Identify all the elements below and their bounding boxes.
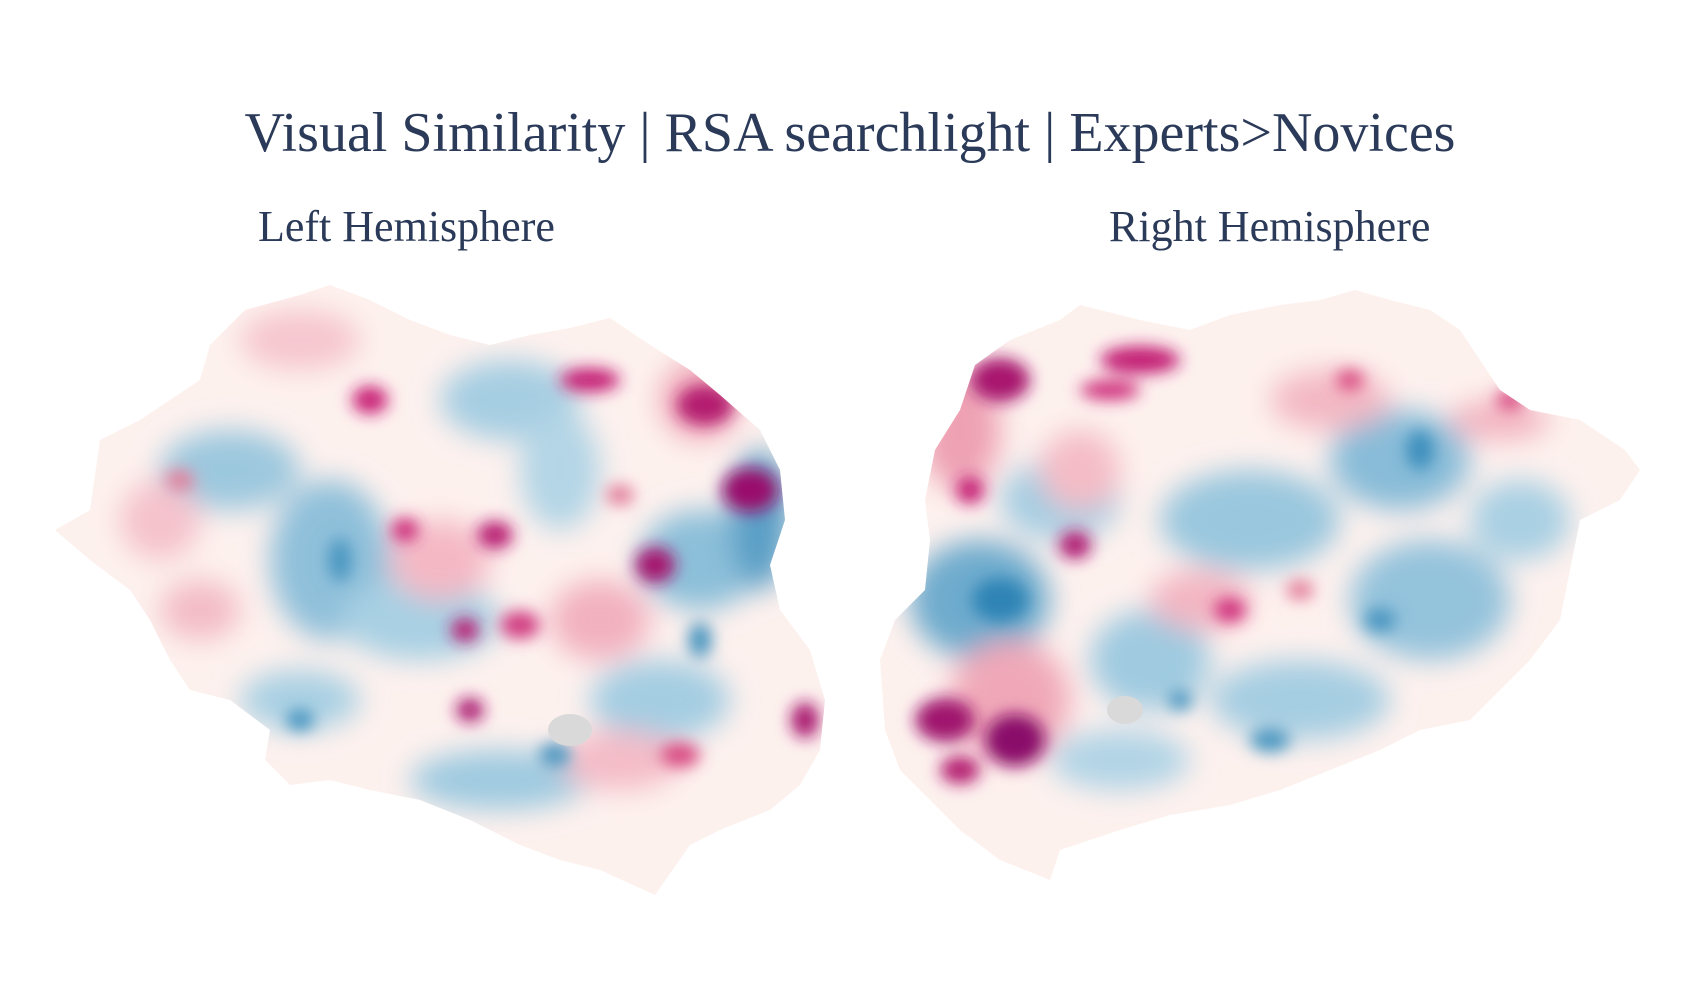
left-medial-wall [548, 714, 592, 746]
figure-title: Visual Similarity | RSA searchlight | Ex… [244, 102, 1456, 164]
left-hotspots [166, 368, 819, 767]
left-flatmap [55, 285, 825, 895]
left-hemisphere-label: Left Hemisphere [258, 202, 555, 251]
right-medial-wall [1107, 696, 1143, 724]
right-flatmap [880, 290, 1640, 880]
right-hotspots [915, 346, 1524, 784]
right-hemisphere-label: Right Hemisphere [1109, 202, 1431, 251]
right-broad-pattern [910, 370, 1570, 790]
